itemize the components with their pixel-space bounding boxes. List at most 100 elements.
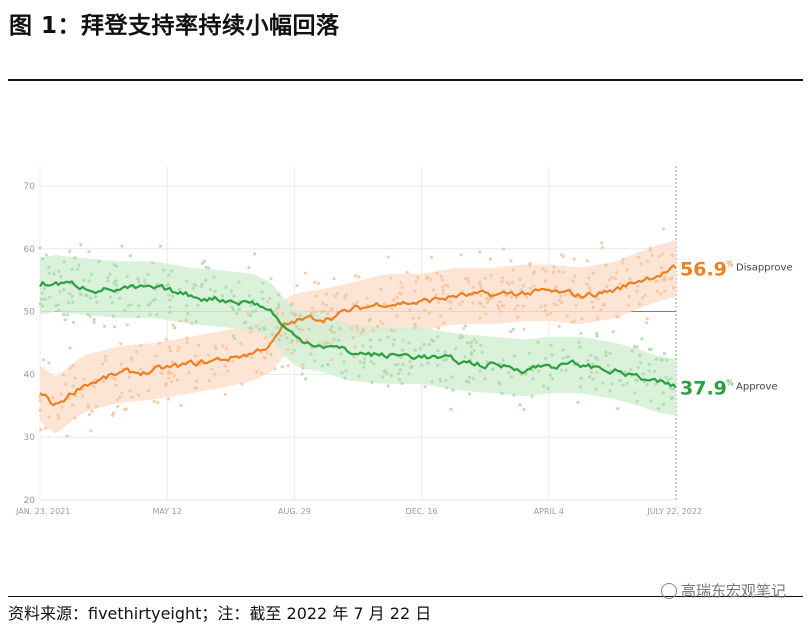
approve-poll-dot (449, 407, 453, 411)
approve-poll-dot (38, 246, 42, 250)
disapprove-poll-dot (482, 305, 486, 309)
disapprove-poll-dot (580, 317, 584, 321)
approve-poll-dot (44, 253, 49, 257)
disapprove-poll-dot (190, 321, 194, 325)
approve-poll-dot (326, 363, 330, 367)
approve-poll-dot (610, 382, 614, 386)
approve-poll-dot (199, 285, 203, 289)
disapprove-poll-dot (64, 382, 68, 386)
approve-poll-dot (577, 340, 581, 344)
approve-poll-dot (344, 369, 348, 373)
disapprove-poll-dot (164, 384, 168, 388)
approve-poll-dot (559, 368, 563, 373)
disapprove-poll-dot (521, 304, 525, 308)
approve-poll-dot (638, 353, 642, 357)
approve-poll-dot (231, 308, 235, 312)
approve-poll-dot (591, 362, 595, 366)
disapprove-poll-dot (545, 313, 549, 317)
approve-poll-dot (649, 347, 653, 351)
approve-poll-dot (611, 330, 615, 334)
disapprove-poll-dot (303, 271, 307, 275)
approve-poll-dot (57, 308, 61, 313)
approve-poll-dot (54, 304, 58, 308)
disapprove-poll-dot (329, 358, 333, 362)
approve-poll-dot (382, 370, 386, 374)
disapprove-poll-dot (440, 274, 444, 279)
approve-poll-dot (340, 371, 344, 375)
y-tick-label: 70 (24, 182, 36, 192)
disapprove-poll-dot (588, 289, 593, 293)
approve-poll-dot (146, 303, 150, 307)
disapprove-poll-dot (521, 284, 526, 288)
approve-poll-dot (232, 294, 236, 298)
disapprove-poll-dot (585, 259, 590, 263)
approve-poll-dot (501, 358, 505, 362)
approve-poll-dot (48, 295, 52, 299)
approve-poll-dot (207, 266, 211, 270)
approve-poll-dot (339, 352, 343, 356)
disapprove-poll-dot (225, 369, 230, 373)
disapprove-poll-dot (164, 337, 168, 341)
disapprove-poll-dot (119, 341, 123, 346)
approve-poll-dot (186, 312, 190, 316)
approve-poll-dot (509, 330, 513, 334)
disapprove-poll-dot (114, 383, 118, 387)
disapprove-poll-dot (483, 276, 487, 280)
approve-poll-dot (168, 298, 172, 302)
approve-trend-line (39, 280, 677, 389)
approve-poll-dot (601, 381, 605, 385)
approve-poll-dot (82, 278, 86, 282)
disapprove-poll-dot (231, 359, 235, 364)
disapprove-poll-dot (413, 326, 417, 330)
approve-poll-dot (546, 386, 550, 390)
approve-poll-dot (649, 399, 653, 403)
approve-poll-dot (445, 386, 449, 390)
disapprove-poll-dot (355, 301, 359, 305)
approve-poll-dot (665, 358, 669, 362)
approve-poll-dot (38, 302, 42, 306)
approve-poll-dot (63, 318, 67, 322)
disapprove-poll-dot (224, 346, 229, 351)
approve-poll-dot (269, 277, 273, 281)
disapprove-poll-dot (660, 252, 664, 256)
approve-poll-dot (68, 249, 72, 253)
approve-poll-dot (469, 340, 474, 344)
disapprove-poll-dot (343, 296, 347, 300)
approve-poll-dot (325, 341, 329, 345)
approve-poll-dot (386, 335, 390, 339)
approve-poll-dot (47, 265, 51, 269)
approve-poll-dot (426, 361, 430, 365)
approve-poll-dot (280, 365, 284, 369)
approve-poll-dot (439, 379, 443, 383)
disapprove-poll-dot (80, 394, 85, 398)
disapprove-poll-dot (264, 336, 268, 340)
approve-poll-dot (483, 377, 487, 381)
approve-poll-dot (40, 291, 44, 295)
disapprove-poll-dot (504, 293, 508, 297)
disapprove-poll-dot (434, 293, 438, 297)
approve-poll-dot (566, 355, 570, 359)
approve-poll-dot (666, 378, 670, 382)
disapprove-poll-dot (614, 315, 619, 319)
approve-series-name: Approve (736, 382, 778, 393)
disapprove-poll-dot (496, 304, 500, 308)
approve-poll-dot (635, 379, 639, 383)
approve-poll-dot (444, 378, 448, 382)
disapprove-poll-dot (336, 291, 340, 296)
approve-poll-dot (621, 383, 625, 387)
disapprove-poll-dot (44, 426, 48, 430)
approve-poll-dot (254, 309, 258, 313)
approve-poll-dot (595, 334, 599, 338)
approve-poll-dot (578, 385, 583, 389)
approve-poll-dot (551, 377, 555, 381)
disapprove-poll-dot (610, 275, 614, 280)
disapprove-poll-dot (175, 378, 180, 382)
disapprove-poll-dot (158, 341, 162, 346)
disapprove-poll-dot (573, 274, 577, 278)
approve-poll-dot (664, 375, 668, 379)
disapprove-poll-dot (170, 360, 174, 364)
approve-poll-dot (39, 297, 44, 301)
disapprove-poll-dot (134, 350, 138, 354)
approve-poll-dot (298, 313, 302, 317)
approve-poll-dot (423, 385, 427, 389)
